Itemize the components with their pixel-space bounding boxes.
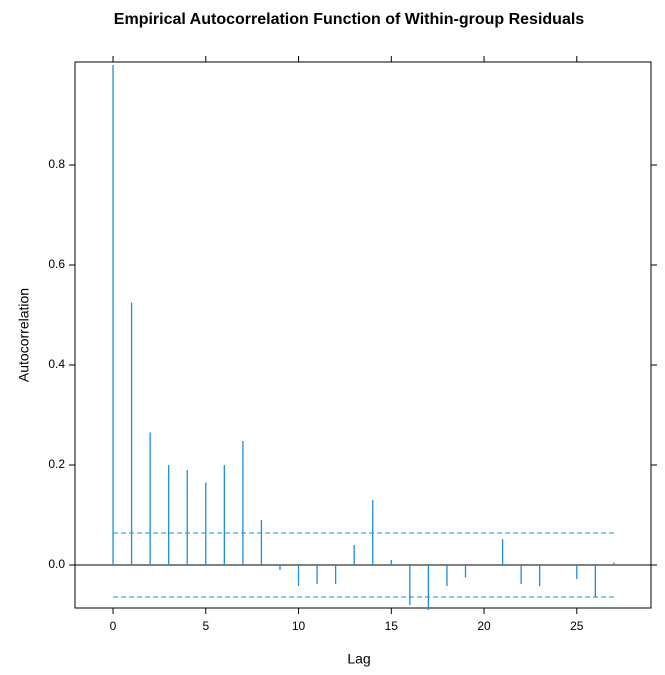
y-tick-label: 0.8 xyxy=(48,157,65,171)
x-tick-label: 15 xyxy=(385,619,399,633)
y-axis-label: Autocorrelation xyxy=(16,288,32,382)
y-tick-label: 0.0 xyxy=(48,557,65,571)
x-tick-label: 10 xyxy=(292,619,306,633)
x-tick-label: 0 xyxy=(110,619,117,633)
x-axis-label: Lag xyxy=(347,651,370,667)
x-tick-label: 5 xyxy=(202,619,209,633)
plot-frame xyxy=(74,61,652,609)
x-tick-label: 20 xyxy=(477,619,491,633)
y-tick-label: 0.4 xyxy=(48,357,65,371)
y-tick-label: 0.6 xyxy=(48,257,65,271)
x-tick-label: 25 xyxy=(570,619,584,633)
y-tick-label: 0.2 xyxy=(48,457,65,471)
chart-title: Empirical Autocorrelation Function of Wi… xyxy=(114,11,584,28)
